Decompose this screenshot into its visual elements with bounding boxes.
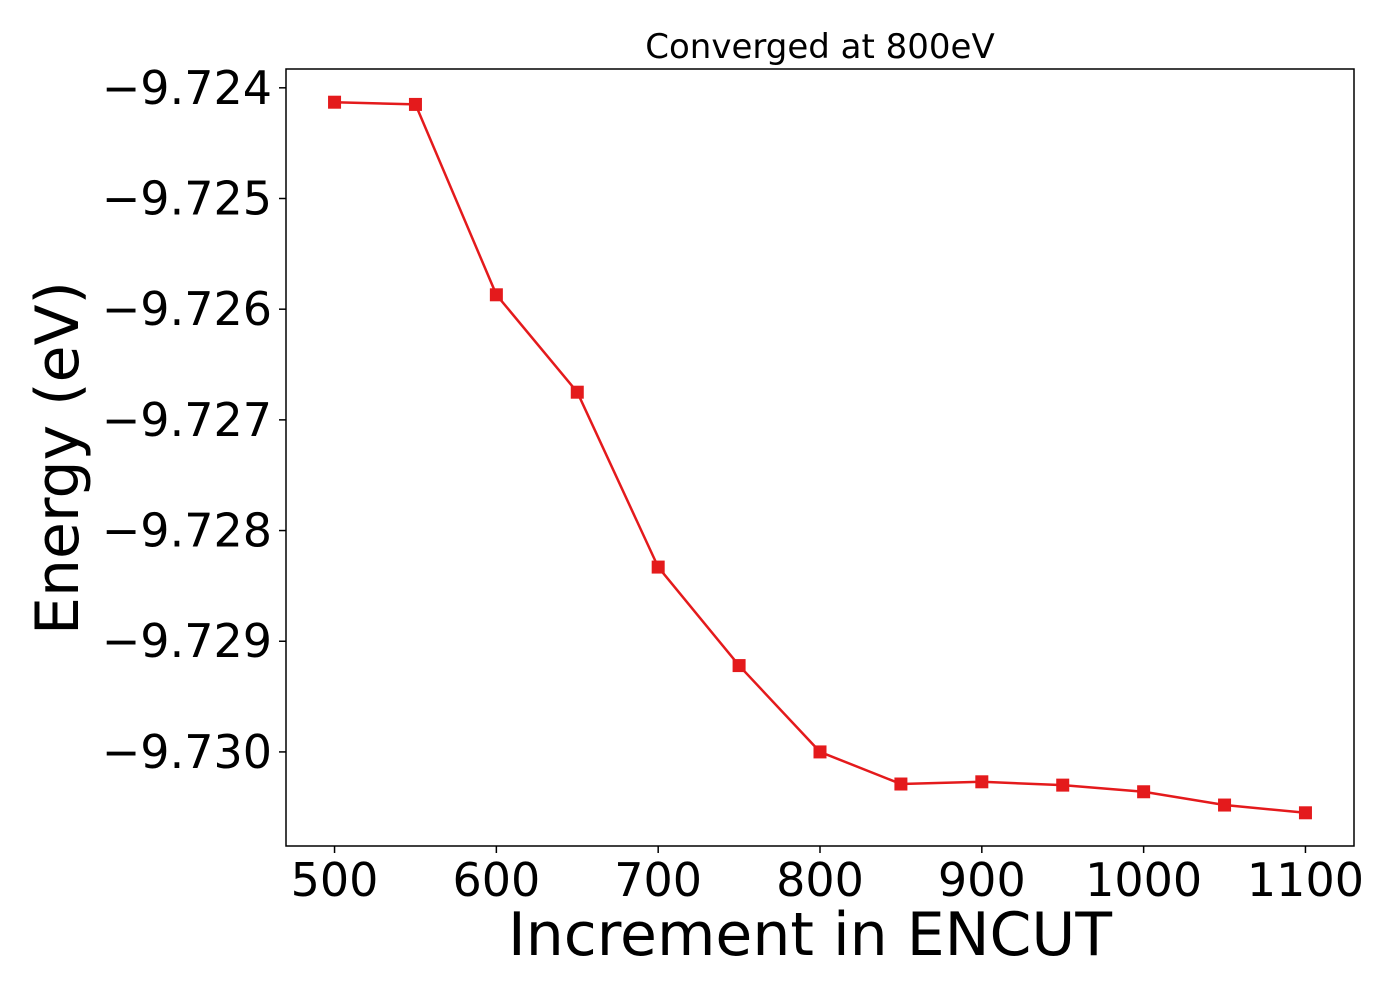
data-point bbox=[975, 775, 989, 789]
data-point bbox=[894, 777, 908, 791]
y-tick-label: −9.725 bbox=[102, 172, 272, 226]
x-tick-label: 1000 bbox=[1085, 853, 1202, 907]
data-point bbox=[328, 95, 342, 109]
x-tick-label: 600 bbox=[452, 853, 540, 907]
y-tick-label: −9.726 bbox=[102, 282, 272, 336]
plot-frame bbox=[285, 68, 1355, 847]
data-point bbox=[408, 97, 422, 111]
y-tick-label: −9.727 bbox=[102, 393, 272, 447]
y-tick-label: −9.729 bbox=[102, 614, 272, 668]
data-point bbox=[1056, 778, 1070, 792]
axes: 500 600 700 800 900 1000 1100 −9.724 −9.725 −9.72… bbox=[102, 61, 1364, 907]
data-point bbox=[732, 659, 746, 673]
data-point bbox=[1298, 806, 1312, 820]
y-tick-label: −9.730 bbox=[102, 725, 272, 779]
y-axis-label: Energy (eV) bbox=[23, 281, 93, 635]
x-tick-label: 700 bbox=[614, 853, 702, 907]
x-tick-label: 900 bbox=[938, 853, 1026, 907]
x-tick-label: 1100 bbox=[1247, 853, 1364, 907]
x-axis-label: Increment in ENCUT bbox=[508, 900, 1112, 970]
x-tick-label: 500 bbox=[291, 853, 379, 907]
data-point bbox=[813, 745, 827, 759]
data-point bbox=[1137, 785, 1151, 799]
data-point bbox=[570, 385, 584, 399]
chart-title: Converged at 800eV bbox=[645, 27, 994, 67]
series-line bbox=[334, 100, 1306, 815]
y-tick-label: −9.724 bbox=[102, 61, 272, 115]
data-point bbox=[651, 560, 665, 574]
data-point bbox=[1218, 798, 1232, 812]
x-tick-label: 800 bbox=[776, 853, 864, 907]
y-tick-label: −9.728 bbox=[102, 504, 272, 558]
data-point bbox=[489, 288, 503, 302]
plot-data bbox=[328, 95, 1312, 820]
